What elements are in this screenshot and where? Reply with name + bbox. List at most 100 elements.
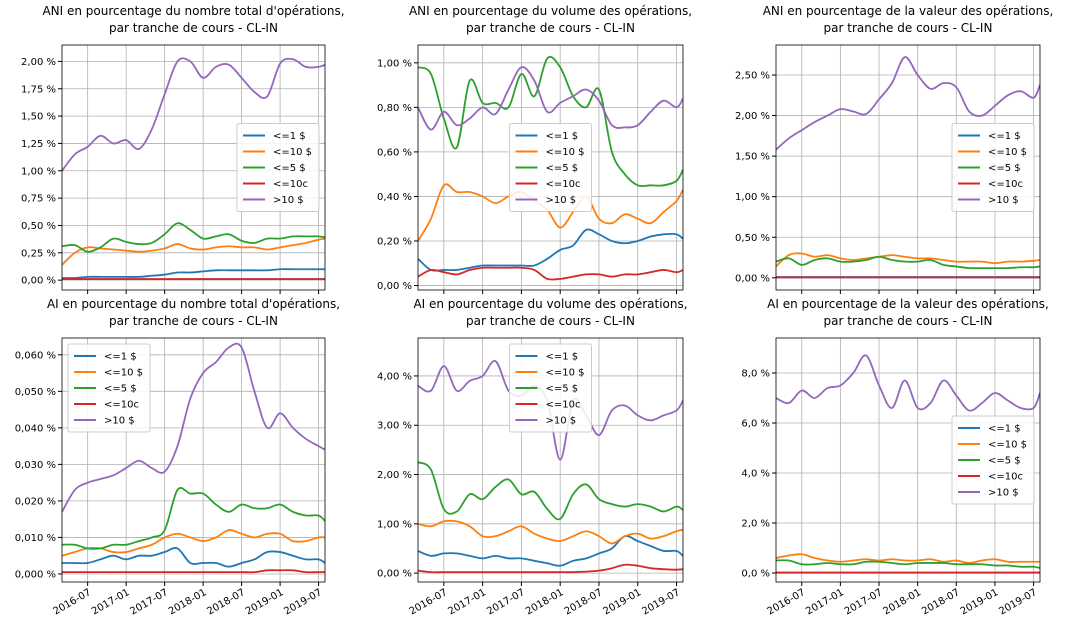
x-tick-label: 2016-07 — [51, 587, 93, 617]
x-tick-label: 2018-07 — [205, 587, 247, 617]
line-series — [776, 354, 1040, 412]
x-tick-label: 2016-07 — [408, 587, 450, 617]
chart-title: AI en pourcentage de la valeur des opéra… — [767, 297, 1049, 311]
y-tick-label: 2,0 % — [741, 519, 770, 530]
line-series — [62, 547, 325, 568]
x-tick-label: 2017-07 — [128, 587, 170, 617]
legend-label: <=10c — [104, 400, 139, 411]
legend-label: <=10c — [988, 472, 1023, 483]
chart-title: par tranche de cours - CL-IN — [109, 314, 278, 328]
x-tick-label: 2017-01 — [804, 587, 846, 617]
legend-label: <=1 $ — [104, 352, 137, 363]
x-tick-label: 2016-07 — [766, 587, 808, 617]
y-tick-label: 0,030 % — [15, 460, 56, 471]
x-tick-label: 2018-07 — [920, 587, 962, 617]
y-tick-label: 0,25 % — [21, 248, 56, 259]
y-tick-label: 6,0 % — [741, 419, 770, 430]
plot-frame — [61, 337, 326, 583]
line-series — [418, 183, 683, 242]
panel: AI en pourcentage de la valeur des opéra… — [741, 297, 1048, 617]
y-tick-label: 0,50 % — [21, 221, 56, 232]
chart-title: par tranche de cours - CL-IN — [466, 21, 635, 35]
line-series — [62, 237, 325, 266]
y-tick-label: 1,75 % — [21, 84, 56, 95]
line-series — [776, 252, 1040, 268]
legend-label: <=10c — [546, 400, 581, 411]
legend-label: <=1 $ — [273, 131, 306, 142]
line-series — [62, 529, 325, 557]
panel: ANI en pourcentage du volume des opérati… — [377, 4, 692, 294]
y-tick-label: 0,80 % — [377, 103, 412, 114]
x-tick-label: 2017-01 — [90, 587, 132, 617]
line-series — [418, 461, 683, 521]
y-tick-label: 0,40 % — [377, 192, 412, 203]
chart-title: par tranche de cours - CL-IN — [824, 314, 993, 328]
line-series — [418, 228, 683, 272]
y-tick-label: 2,50 % — [735, 71, 770, 82]
legend-label: <=5 $ — [273, 163, 306, 174]
legend-label: <=1 $ — [546, 352, 579, 363]
line-series — [418, 360, 683, 461]
line-series — [418, 55, 683, 188]
legend-box — [951, 415, 1035, 505]
line-series — [62, 57, 325, 172]
line-series — [418, 535, 683, 567]
legend-label: >10 $ — [988, 488, 1019, 499]
y-tick-label: 0,00 % — [21, 276, 56, 287]
line-series — [62, 268, 325, 279]
legend-label: >10 $ — [546, 195, 577, 206]
legend-label: >10 $ — [546, 416, 577, 427]
line-series — [62, 486, 325, 550]
x-tick-label: 2019-01 — [244, 587, 286, 617]
legend-box — [67, 343, 151, 433]
x-tick-label: 2017-07 — [485, 587, 527, 617]
legend-label: <=5 $ — [988, 163, 1021, 174]
x-tick-label: 2019-01 — [959, 587, 1001, 617]
y-tick-label: 0,20 % — [377, 237, 412, 248]
legend-label: <=10c — [273, 179, 308, 190]
line-series — [418, 266, 683, 281]
y-tick-label: 1,25 % — [21, 139, 56, 150]
legend-label: <=10 $ — [988, 147, 1027, 158]
line-series — [776, 553, 1040, 564]
panel: ANI en pourcentage du nombre total d'opé… — [21, 4, 345, 294]
chart-title: AI en pourcentage du nombre total d'opér… — [47, 297, 340, 311]
y-tick-label: 0,000 % — [15, 569, 56, 580]
x-tick-label: 2018-01 — [881, 587, 923, 617]
chart-title: par tranche de cours - CL-IN — [824, 21, 993, 35]
legend-label: >10 $ — [104, 416, 135, 427]
chart-title: ANI en pourcentage du nombre total d'opé… — [42, 4, 344, 18]
y-tick-label: 0,00 % — [377, 569, 412, 580]
legend-label: <=5 $ — [104, 384, 137, 395]
y-tick-label: 0,0 % — [741, 569, 770, 580]
plot-frame — [61, 44, 326, 291]
legend-label: <=1 $ — [988, 131, 1021, 142]
y-tick-label: 0,040 % — [15, 423, 56, 434]
x-tick-label: 2018-07 — [563, 587, 605, 617]
legend-box — [236, 123, 320, 212]
line-series — [418, 519, 683, 545]
plot-frame — [417, 337, 684, 583]
y-tick-label: 2,00 % — [377, 470, 412, 481]
y-tick-label: 0,50 % — [735, 233, 770, 244]
legend-label: <=10 $ — [273, 147, 312, 158]
y-tick-label: 1,00 % — [377, 58, 412, 69]
legend-label: <=10c — [546, 179, 581, 190]
y-tick-label: 0,050 % — [15, 387, 56, 398]
legend-label: <=5 $ — [546, 384, 579, 395]
y-tick-label: 0,75 % — [21, 194, 56, 205]
line-series — [776, 56, 1040, 151]
chart-title: ANI en pourcentage de la valeur des opér… — [763, 4, 1054, 18]
x-tick-label: 2019-07 — [282, 587, 324, 617]
plot-frame — [417, 44, 684, 291]
chart-title: AI en pourcentage du volume des opératio… — [413, 297, 687, 311]
y-tick-label: 0,060 % — [15, 350, 56, 361]
x-tick-label: 2017-01 — [446, 587, 488, 617]
legend-label: <=5 $ — [546, 163, 579, 174]
y-tick-label: 0,60 % — [377, 147, 412, 158]
y-tick-label: 0,00 % — [377, 281, 412, 292]
line-series — [62, 342, 325, 513]
x-tick-label: 2017-07 — [843, 587, 885, 617]
y-tick-label: 1,50 % — [21, 112, 56, 123]
